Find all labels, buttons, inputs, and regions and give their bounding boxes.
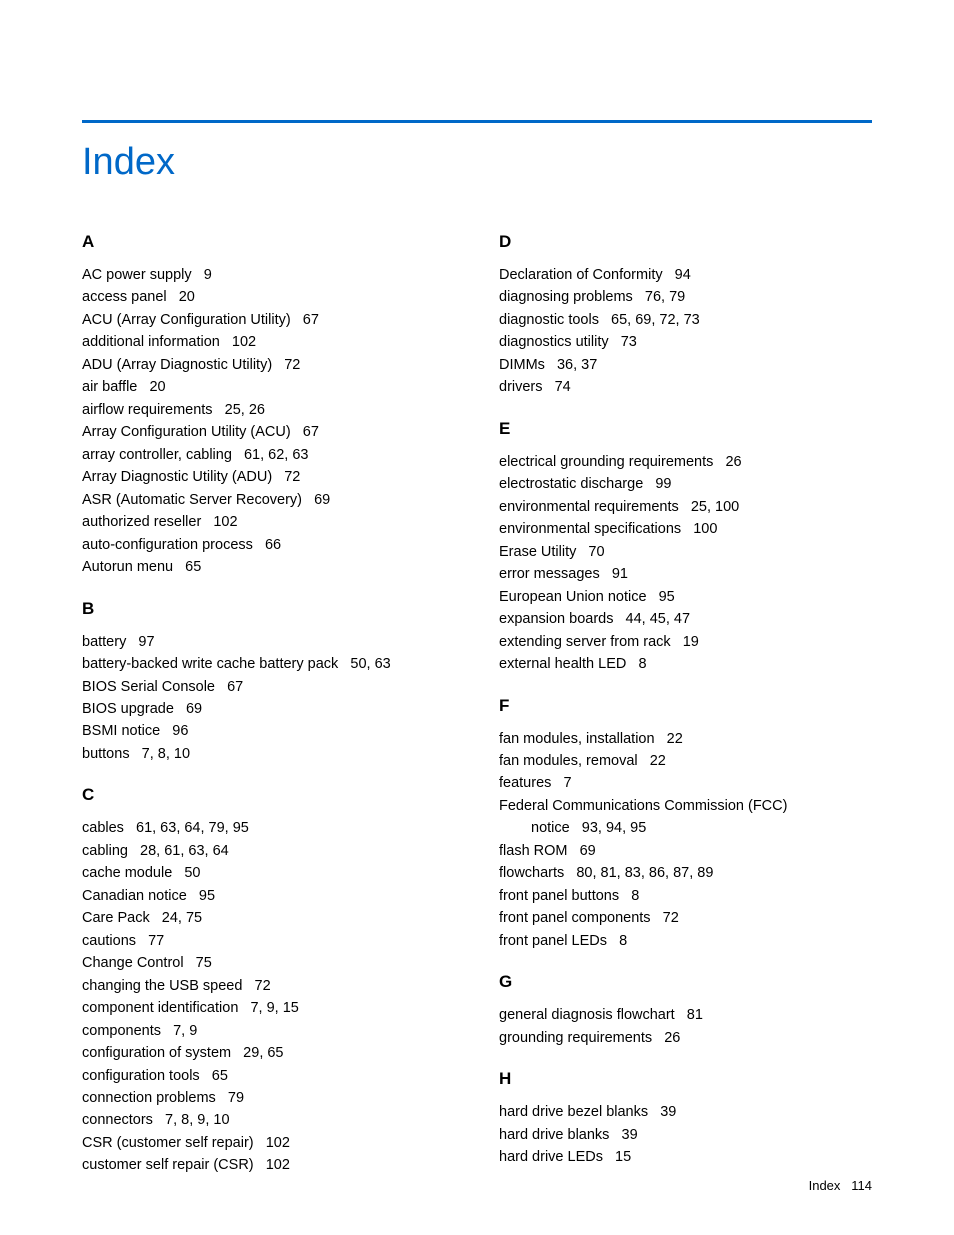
- index-entry: ASR (Automatic Server Recovery) 69: [82, 489, 455, 511]
- index-entry: air baffle 20: [82, 376, 455, 398]
- index-section: Hhard drive bezel blanks 39hard drive bl…: [499, 1069, 872, 1168]
- index-entry: auto-configuration process 66: [82, 534, 455, 556]
- index-entry: ADU (Array Diagnostic Utility) 72: [82, 354, 455, 376]
- index-entry: environmental specifications 100: [499, 518, 872, 540]
- section-letter: E: [499, 419, 872, 439]
- index-entry: cabling 28, 61, 63, 64: [82, 840, 455, 862]
- index-entry: BIOS Serial Console 67: [82, 676, 455, 698]
- index-entry: drivers 74: [499, 376, 872, 398]
- index-entry: flash ROM 69: [499, 840, 872, 862]
- index-entry: electrical grounding requirements 26: [499, 451, 872, 473]
- section-letter: B: [82, 599, 455, 619]
- index-entry: Canadian notice 95: [82, 885, 455, 907]
- footer-label: Index: [809, 1178, 841, 1193]
- index-entry: access panel 20: [82, 286, 455, 308]
- index-section: Bbattery 97battery-backed write cache ba…: [82, 599, 455, 766]
- section-letter: C: [82, 785, 455, 805]
- index-entry: component identification 7, 9, 15: [82, 997, 455, 1019]
- index-entry: components 7, 9: [82, 1020, 455, 1042]
- index-entry: notice 93, 94, 95: [499, 817, 872, 839]
- index-entry: front panel components 72: [499, 907, 872, 929]
- index-entry: BIOS upgrade 69: [82, 698, 455, 720]
- footer-page-number: 114: [851, 1178, 872, 1193]
- index-entry: hard drive bezel blanks 39: [499, 1101, 872, 1123]
- index-entry: AC power supply 9: [82, 264, 455, 286]
- index-entry: fan modules, installation 22: [499, 728, 872, 750]
- index-entry: flowcharts 80, 81, 83, 86, 87, 89: [499, 862, 872, 884]
- index-entry: cache module 50: [82, 862, 455, 884]
- index-section: Ccables 61, 63, 64, 79, 95cabling 28, 61…: [82, 785, 455, 1177]
- index-entry: Care Pack 24, 75: [82, 907, 455, 929]
- index-entry: general diagnosis flowchart 81: [499, 1004, 872, 1026]
- index-entry: electrostatic discharge 99: [499, 473, 872, 495]
- index-entry: ACU (Array Configuration Utility) 67: [82, 309, 455, 331]
- index-entry: extending server from rack 19: [499, 631, 872, 653]
- index-entry: DIMMs 36, 37: [499, 354, 872, 376]
- page-footer: Index 114: [809, 1178, 872, 1193]
- index-entry: diagnosing problems 76, 79: [499, 286, 872, 308]
- index-section: Ggeneral diagnosis flowchart 81grounding…: [499, 972, 872, 1049]
- index-columns: A AC power supply 9access panel 20ACU (Ar…: [82, 232, 872, 1197]
- page-title: Index: [82, 141, 872, 184]
- index-entry: connectors 7, 8, 9, 10: [82, 1109, 455, 1131]
- index-entry: cautions 77: [82, 930, 455, 952]
- index-entry: Federal Communications Commission (FCC): [499, 795, 872, 817]
- index-entry: Declaration of Conformity 94: [499, 264, 872, 286]
- index-entry: configuration tools 65: [82, 1065, 455, 1087]
- index-entry: front panel buttons 8: [499, 885, 872, 907]
- index-entry: features 7: [499, 772, 872, 794]
- index-entry: European Union notice 95: [499, 586, 872, 608]
- index-entry: error messages 91: [499, 563, 872, 585]
- index-entry: authorized reseller 102: [82, 511, 455, 533]
- index-section: Ffan modules, installation 22fan modules…: [499, 696, 872, 953]
- index-entry: fan modules, removal 22: [499, 750, 872, 772]
- index-entry: battery 97: [82, 631, 455, 653]
- index-entry: Erase Utility 70: [499, 541, 872, 563]
- left-column: A AC power supply 9access panel 20ACU (Ar…: [82, 232, 455, 1197]
- index-entry: diagnostic tools 65, 69, 72, 73: [499, 309, 872, 331]
- section-letter: H: [499, 1069, 872, 1089]
- index-section: D Declaration of Conformity 94diagnosing …: [499, 232, 872, 399]
- index-entry: Array Diagnostic Utility (ADU) 72: [82, 466, 455, 488]
- index-entry: CSR (customer self repair) 102: [82, 1132, 455, 1154]
- index-entry: Autorun menu 65: [82, 556, 455, 578]
- index-entry: expansion boards 44, 45, 47: [499, 608, 872, 630]
- section-letter: A: [82, 232, 455, 252]
- index-section: A AC power supply 9access panel 20ACU (Ar…: [82, 232, 455, 579]
- index-entry: changing the USB speed 72: [82, 975, 455, 997]
- index-entry: buttons 7, 8, 10: [82, 743, 455, 765]
- index-entry: front panel LEDs 8: [499, 930, 872, 952]
- index-entry: array controller, cabling 61, 62, 63: [82, 444, 455, 466]
- index-entry: hard drive LEDs 15: [499, 1146, 872, 1168]
- index-entry: configuration of system 29, 65: [82, 1042, 455, 1064]
- section-letter: F: [499, 696, 872, 716]
- horizontal-rule: [82, 120, 872, 123]
- index-entry: grounding requirements 26: [499, 1027, 872, 1049]
- index-entry: environmental requirements 25, 100: [499, 496, 872, 518]
- index-entry: cables 61, 63, 64, 79, 95: [82, 817, 455, 839]
- index-entry: hard drive blanks 39: [499, 1124, 872, 1146]
- index-entry: additional information 102: [82, 331, 455, 353]
- index-entry: battery-backed write cache battery pack …: [82, 653, 455, 675]
- index-entry: connection problems 79: [82, 1087, 455, 1109]
- right-column: D Declaration of Conformity 94diagnosing …: [499, 232, 872, 1197]
- index-entry: Change Control 75: [82, 952, 455, 974]
- section-letter: G: [499, 972, 872, 992]
- index-section: Eelectrical grounding requirements 26ele…: [499, 419, 872, 676]
- index-entry: external health LED 8: [499, 653, 872, 675]
- index-entry: airflow requirements 25, 26: [82, 399, 455, 421]
- index-entry: BSMI notice 96: [82, 720, 455, 742]
- index-entry: customer self repair (CSR) 102: [82, 1154, 455, 1176]
- index-entry: Array Configuration Utility (ACU) 67: [82, 421, 455, 443]
- section-letter: D: [499, 232, 872, 252]
- index-entry: diagnostics utility 73: [499, 331, 872, 353]
